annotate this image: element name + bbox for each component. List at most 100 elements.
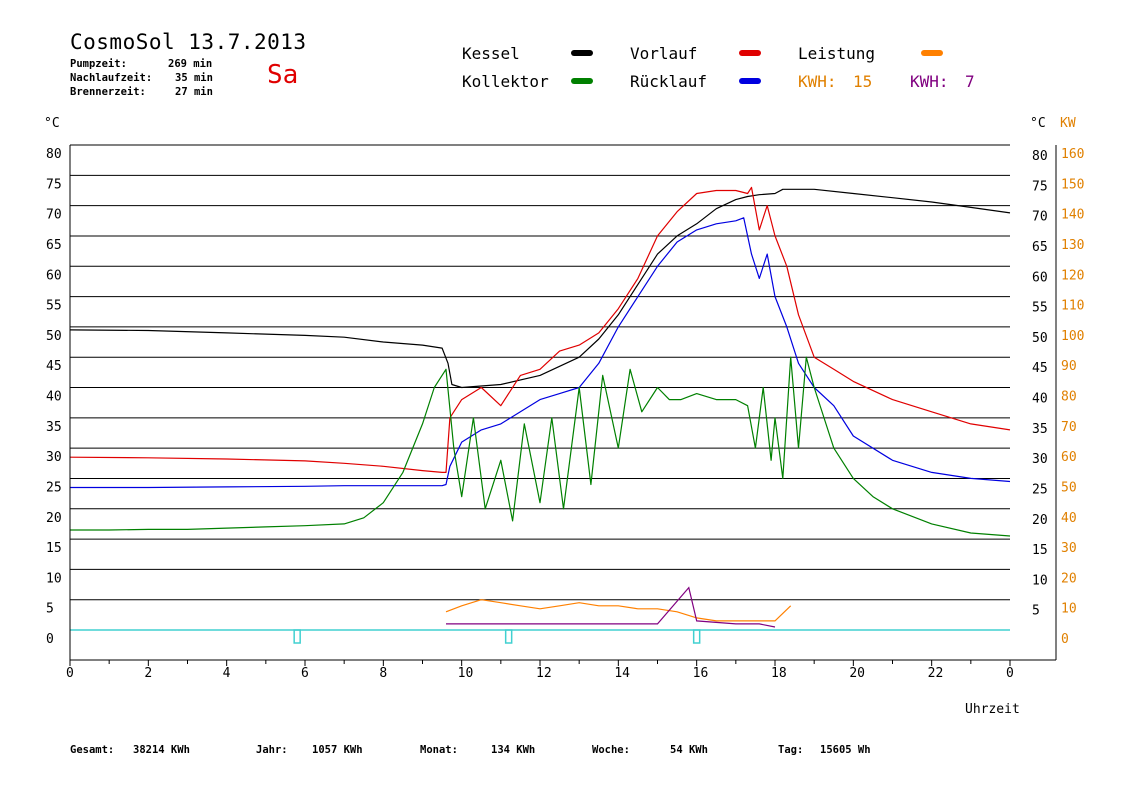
x-tick-11: 22 bbox=[928, 666, 944, 681]
y-tick-right-power-50: 50 bbox=[1061, 480, 1077, 495]
footer-monat-value: 134 KWh bbox=[491, 744, 536, 756]
y-tick-left-20: 20 bbox=[46, 511, 62, 526]
x-tick-0: 0 bbox=[66, 666, 74, 681]
footer-tag-value: 15605 Wh bbox=[820, 744, 871, 756]
y-tick-left-30: 30 bbox=[46, 450, 62, 465]
y-tick-right-temp-25: 25 bbox=[1032, 482, 1048, 497]
y-tick-left-70: 70 bbox=[46, 208, 62, 223]
series-kwh_purple bbox=[446, 586, 776, 628]
x-axis-label: Uhrzeit bbox=[965, 702, 1020, 717]
y-tick-right-power-130: 130 bbox=[1061, 238, 1084, 253]
y-tick-right-power-100: 100 bbox=[1061, 329, 1084, 344]
y-tick-right-temp-80: 80 bbox=[1032, 149, 1048, 164]
y-tick-right-temp-55: 55 bbox=[1032, 301, 1048, 316]
y-tick-right-power-140: 140 bbox=[1061, 208, 1084, 223]
stat-pumpzeit-label: Pumpzeit: bbox=[70, 58, 127, 70]
y-tick-right-temp-30: 30 bbox=[1032, 452, 1048, 467]
y-tick-right-power-30: 30 bbox=[1061, 541, 1077, 556]
stat-nachlaufzeit-value: 35 min bbox=[175, 72, 213, 84]
y-tick-right-temp-5: 5 bbox=[1032, 604, 1040, 619]
y-tick-left-75: 75 bbox=[46, 177, 62, 192]
y-tick-right-power-160: 160 bbox=[1061, 147, 1084, 162]
series-vorlauf bbox=[69, 186, 1011, 473]
stat-brennerzeit-value: 27 min bbox=[175, 86, 213, 98]
y-tick-left-50: 50 bbox=[46, 329, 62, 344]
axes: 0510152025303540455055606570758051015202… bbox=[46, 145, 1084, 681]
footer-jahr-label: Jahr: bbox=[256, 744, 288, 756]
y-tick-right-power-10: 10 bbox=[1061, 602, 1077, 617]
x-tick-10: 20 bbox=[849, 666, 865, 681]
y-tick-right-power-150: 150 bbox=[1061, 177, 1084, 192]
legend-kollektor-label: Kollektor bbox=[462, 72, 549, 91]
y-tick-left-0: 0 bbox=[46, 632, 54, 647]
x-tick-4: 8 bbox=[379, 666, 387, 681]
legend-vorlauf-label: Vorlauf bbox=[630, 44, 698, 63]
weekday-label: Sa bbox=[267, 60, 299, 90]
footer-woche-label: Woche: bbox=[592, 744, 630, 756]
y-tick-right-temp-75: 75 bbox=[1032, 179, 1048, 194]
x-tick-12: 0 bbox=[1006, 666, 1014, 681]
x-tick-9: 18 bbox=[771, 666, 787, 681]
y-tick-right-temp-10: 10 bbox=[1032, 573, 1048, 588]
pump-marker-0 bbox=[293, 629, 301, 644]
y-tick-left-65: 65 bbox=[46, 238, 62, 253]
legend-swatches bbox=[571, 50, 943, 84]
footer-gesamt-value: 38214 KWh bbox=[133, 744, 190, 756]
legend-kwh2-value: 7 bbox=[965, 72, 975, 91]
y-tick-right-power-90: 90 bbox=[1061, 359, 1077, 374]
y-tick-right-temp-50: 50 bbox=[1032, 331, 1048, 346]
stat-nachlaufzeit-label: Nachlaufzeit: bbox=[70, 72, 153, 84]
legend-kwh1-value: 15 bbox=[853, 72, 873, 91]
y-tick-right-temp-70: 70 bbox=[1032, 210, 1048, 225]
y-tick-left-5: 5 bbox=[46, 602, 54, 617]
series-layer bbox=[69, 186, 1011, 644]
grid bbox=[70, 144, 1010, 601]
series-leistung bbox=[445, 599, 792, 622]
footer-tag-label: Tag: bbox=[778, 744, 804, 756]
right-axis-unit-temp: °C bbox=[1030, 116, 1046, 131]
y-tick-right-temp-45: 45 bbox=[1032, 361, 1048, 376]
y-tick-right-temp-65: 65 bbox=[1032, 240, 1048, 255]
y-tick-right-power-0: 0 bbox=[1061, 632, 1069, 647]
legend-kwh2-label: KWH: bbox=[910, 72, 949, 91]
legend-kwh1-label: KWH: bbox=[798, 72, 837, 91]
legend-leistung-label: Leistung bbox=[798, 44, 876, 63]
y-tick-left-60: 60 bbox=[46, 268, 62, 283]
series-kollektor bbox=[70, 356, 1011, 537]
x-tick-8: 16 bbox=[693, 666, 709, 681]
right-axis-unit-power: KW bbox=[1060, 116, 1076, 131]
y-tick-left-15: 15 bbox=[46, 541, 62, 556]
y-tick-left-10: 10 bbox=[46, 571, 62, 586]
x-tick-5: 10 bbox=[458, 666, 474, 681]
y-tick-right-power-70: 70 bbox=[1061, 420, 1077, 435]
stat-pumpzeit-value: 269 min bbox=[168, 58, 213, 70]
y-tick-left-55: 55 bbox=[46, 299, 62, 314]
stat-brennerzeit-label: Brennerzeit: bbox=[70, 86, 146, 98]
y-tick-right-temp-60: 60 bbox=[1032, 270, 1048, 285]
y-tick-right-power-60: 60 bbox=[1061, 450, 1077, 465]
y-tick-left-35: 35 bbox=[46, 420, 62, 435]
x-tick-6: 12 bbox=[536, 666, 552, 681]
legend-ruecklauf-label: Rücklauf bbox=[630, 72, 708, 91]
footer-monat-label: Monat: bbox=[420, 744, 458, 756]
y-tick-left-45: 45 bbox=[46, 359, 62, 374]
pump-marker-1 bbox=[504, 629, 513, 644]
y-tick-right-power-40: 40 bbox=[1061, 511, 1077, 526]
y-tick-left-40: 40 bbox=[46, 390, 62, 405]
footer-jahr-value: 1057 KWh bbox=[312, 744, 363, 756]
y-tick-right-power-80: 80 bbox=[1061, 390, 1077, 405]
y-tick-right-temp-35: 35 bbox=[1032, 422, 1048, 437]
y-tick-right-temp-40: 40 bbox=[1032, 392, 1048, 407]
pump-marker-2 bbox=[692, 629, 701, 644]
y-tick-right-temp-20: 20 bbox=[1032, 513, 1048, 528]
y-tick-right-power-20: 20 bbox=[1061, 571, 1077, 586]
footer-woche-value: 54 KWh bbox=[670, 744, 708, 756]
x-tick-3: 6 bbox=[301, 666, 309, 681]
y-tick-right-power-120: 120 bbox=[1061, 268, 1084, 283]
x-tick-2: 4 bbox=[223, 666, 231, 681]
left-axis-unit: °C bbox=[44, 116, 60, 131]
series-ruecklauf bbox=[70, 217, 1011, 489]
series-kessel bbox=[69, 188, 1011, 389]
y-tick-left-25: 25 bbox=[46, 480, 62, 495]
